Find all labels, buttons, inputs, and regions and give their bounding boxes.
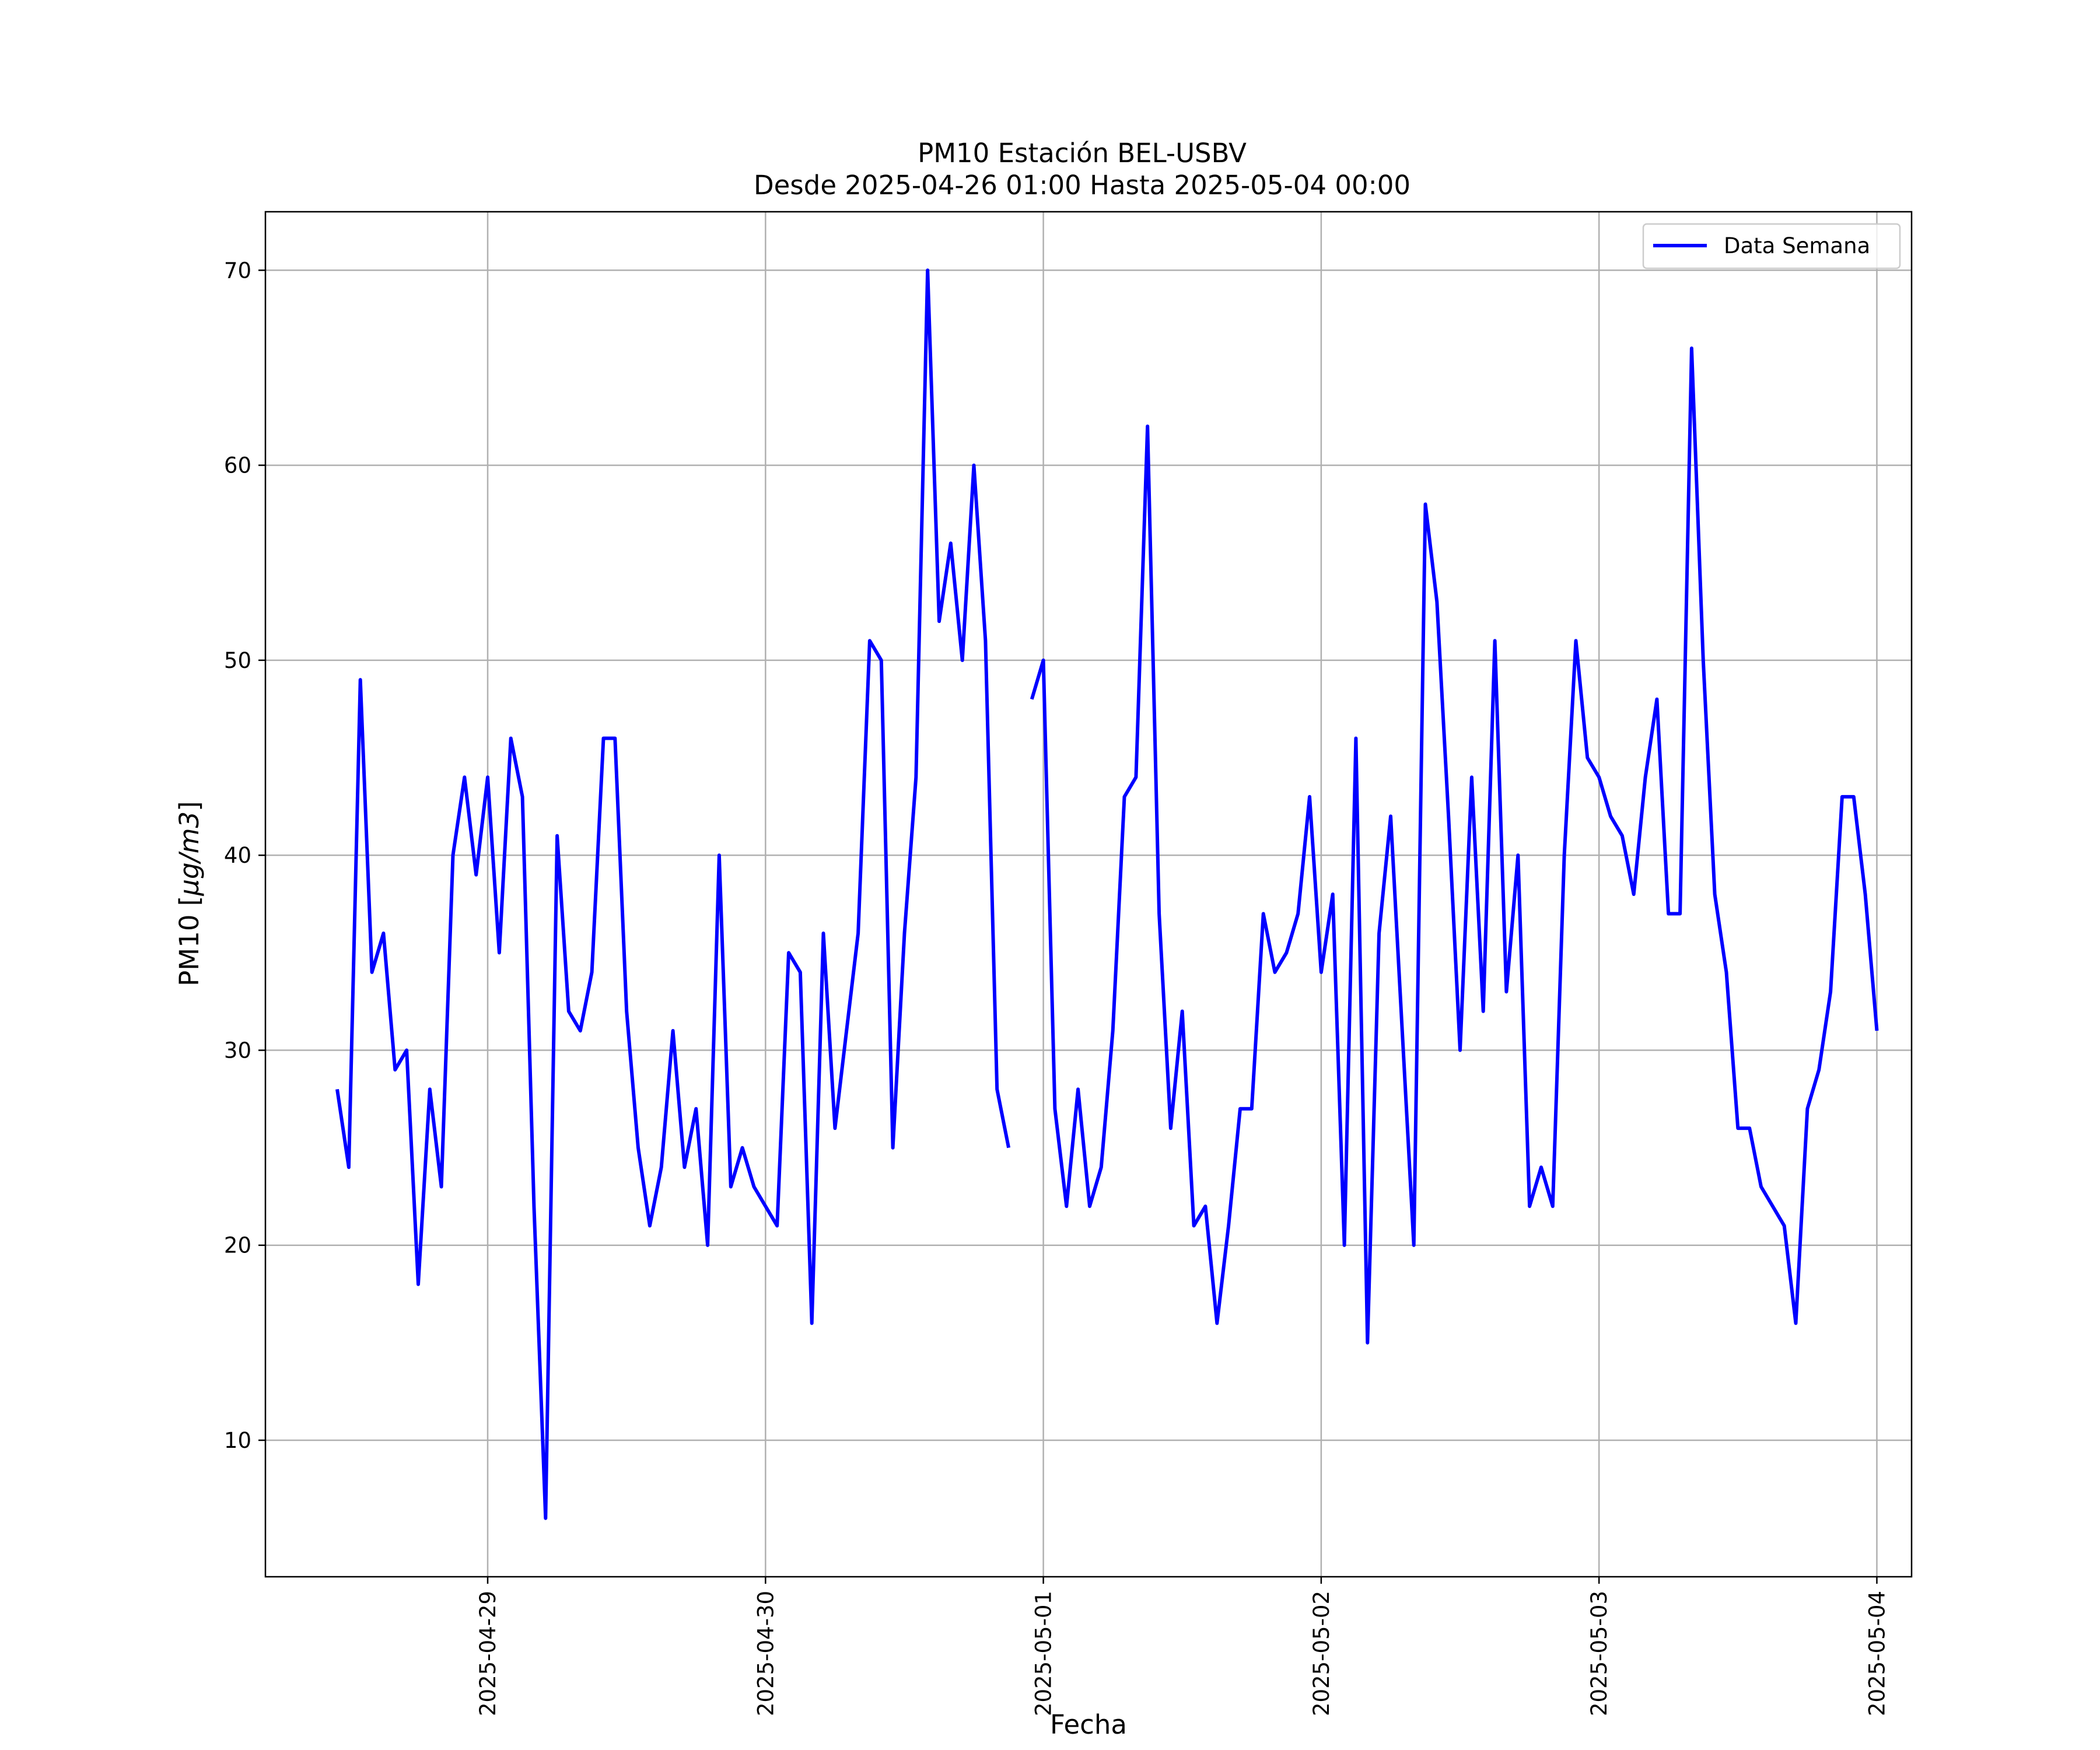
y-axis-ticks: 10 20 30 40 50 60 70: [224, 258, 265, 1453]
legend-label-data-semana: Data Semana: [1724, 233, 1870, 258]
legend-box: [1642, 223, 1901, 270]
y-tick-label: 30: [224, 1038, 251, 1063]
chart-title-line2: Desde 2025-04-26 01:00 Hasta 2025-05-04 …: [754, 170, 1410, 201]
y-tick-label: 60: [224, 453, 251, 478]
x-tick-label: 2025-05-01: [1031, 1591, 1056, 1716]
y-axis-label: PM10 [µg/m3]: [174, 801, 205, 986]
y-tick-label: 10: [224, 1428, 251, 1453]
series-line-segment: [335, 268, 1011, 1520]
x-tick-label: 2025-04-30: [753, 1591, 778, 1716]
series-line-segment: [1030, 346, 1879, 1345]
legend: Data Semana: [1642, 223, 1901, 270]
x-axis-ticks: 2025-04-29 2025-04-30 2025-05-01 2025-05-02…: [475, 1577, 1889, 1716]
plot-frame: [264, 211, 1913, 1578]
y-tick-label: 40: [224, 843, 251, 868]
data-series-lines: [335, 268, 1879, 1520]
y-tick-label: 50: [224, 648, 251, 673]
chart-title-line1: PM10 Estación BEL-USBV: [918, 138, 1247, 169]
x-axis-label: Fecha: [1050, 1709, 1127, 1740]
x-tick-label: 2025-05-03: [1587, 1591, 1612, 1716]
y-tick-label: 70: [224, 258, 251, 283]
x-tick-label: 2025-05-02: [1309, 1591, 1334, 1716]
y-tick-label: 20: [224, 1233, 251, 1258]
x-tick-label: 2025-05-04: [1864, 1591, 1889, 1716]
x-tick-label: 2025-04-29: [475, 1591, 501, 1716]
